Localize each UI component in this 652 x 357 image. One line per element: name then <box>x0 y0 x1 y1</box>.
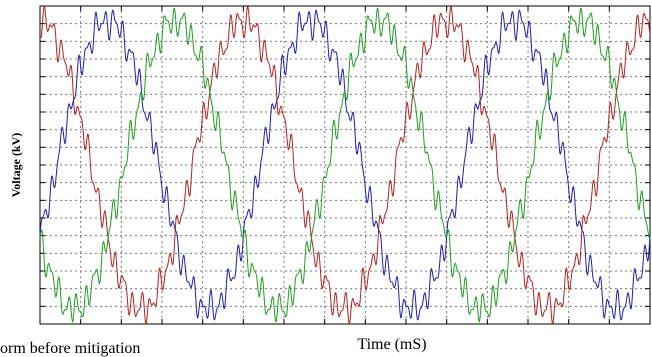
series-group <box>39 5 651 325</box>
voltage-series-line <box>39 7 651 323</box>
grid-lines <box>40 6 650 324</box>
x-axis-label: Time (mS) <box>357 336 426 353</box>
voltage-series-line <box>39 5 651 325</box>
figure-caption: orm before mitigation <box>0 340 140 357</box>
y-axis-label: Voltage (kV) <box>9 133 23 198</box>
